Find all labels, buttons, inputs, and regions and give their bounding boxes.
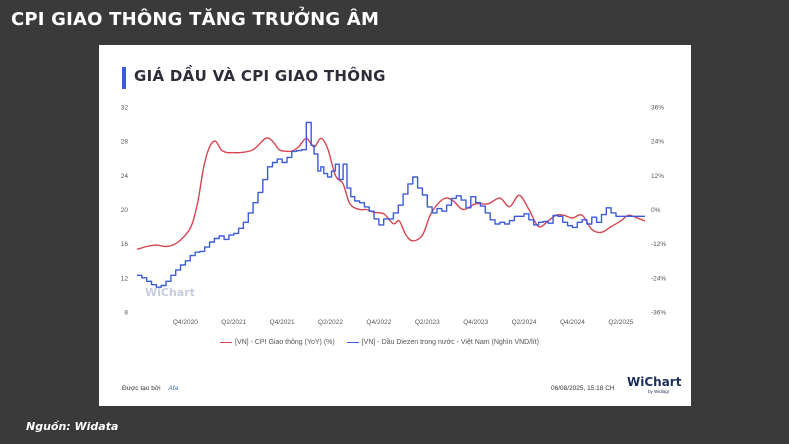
diesel-series-line <box>137 121 645 288</box>
legend-item[interactable]: [VN] - Dầu Diezen trong nước - Việt Nam … <box>346 339 539 346</box>
y-right-tick-label: 0% <box>651 207 661 214</box>
brand-link[interactable]: Afa <box>168 385 179 392</box>
y-left-tick-label: 8 <box>124 310 128 317</box>
y-right-tick-label: 12% <box>651 173 664 180</box>
wichart-logo: WiChart <box>627 375 682 389</box>
y-right-tick-label: -24% <box>651 275 666 282</box>
wichart-watermark: WiChart <box>145 286 195 299</box>
y-left-tick-label: 16 <box>121 241 129 248</box>
created-by-label: Được tạo bởi <box>122 385 161 392</box>
y-left-tick-label: 28 <box>121 139 129 146</box>
chart-title-accent <box>122 67 126 89</box>
x-tick-label: Q4/2023 <box>463 319 488 326</box>
cpi-series-line <box>136 137 646 251</box>
footer-datetime: 06/08/2025, 15:18 CH <box>551 385 615 392</box>
y-left-tick-label: 24 <box>121 173 129 180</box>
y-right-tick-label: 36% <box>651 105 664 112</box>
footer-credit: Được tạo bởi Afa <box>122 385 178 392</box>
chart-legend[interactable]: [VN] - CPI Giao thông (YoY) (%) [VN] - Dầ… <box>220 339 551 346</box>
legend-swatch <box>346 341 359 343</box>
y-right-tick-label: -36% <box>651 310 666 317</box>
x-tick-label: Q2/2024 <box>512 319 537 326</box>
x-tick-label: Q2/2021 <box>221 319 246 326</box>
source-note: Nguồn: Widata <box>26 420 119 433</box>
x-tick-label: Q4/2020 <box>173 319 198 326</box>
x-tick-label: Q2/2022 <box>318 319 343 326</box>
chart-card <box>99 45 691 406</box>
y-right-tick-label: -12% <box>651 241 666 248</box>
chart-title: GIÁ DẦU VÀ CPI GIAO THÔNG <box>134 67 386 85</box>
legend-item[interactable]: [VN] - CPI Giao thông (YoY) (%) <box>220 339 335 346</box>
y-left-tick-label: 12 <box>121 275 129 282</box>
x-tick-label: Q4/2022 <box>366 319 391 326</box>
x-tick-label: Q2/2025 <box>608 319 633 326</box>
x-tick-label: Q2/2023 <box>415 319 440 326</box>
y-left-tick-label: 32 <box>121 105 129 112</box>
legend-label: [VN] - CPI Giao thông (YoY) (%) <box>235 339 335 346</box>
legend-label: [VN] - Dầu Diezen trong nước - Việt Nam … <box>361 339 539 346</box>
y-right-tick-label: 24% <box>651 139 664 146</box>
legend-swatch <box>220 341 232 343</box>
x-tick-label: Q4/2024 <box>560 319 585 326</box>
wichart-logo-sub: by Widiagr <box>648 389 670 394</box>
y-left-tick-label: 20 <box>121 207 129 214</box>
x-tick-label: Q4/2021 <box>270 319 295 326</box>
page-title: CPI GIAO THÔNG TĂNG TRƯỞNG ÂM <box>11 9 380 30</box>
